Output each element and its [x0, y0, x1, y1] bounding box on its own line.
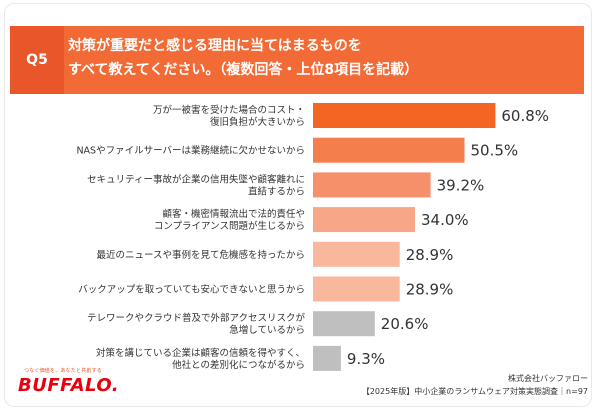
bar-4 [313, 207, 415, 233]
question-header: Q5 対策が重要だと感じる理由に当てはまるものを すべて教えてください。（複数回… [10, 26, 584, 94]
question-title: 対策が重要だと感じる理由に当てはまるものを すべて教えてください。（複数回答・上… [68, 38, 419, 78]
category-label-6: バックアップを取っていても安心できないと思うから [78, 284, 305, 296]
value-label-8: 9.3% [347, 350, 385, 368]
source-company: 株式会社バッファロー [508, 374, 588, 383]
value-label-2: 50.5% [471, 142, 519, 160]
bar-1 [313, 103, 496, 128]
category-label-2: NASやファイルサーバーは業務継続に欠かせないから [76, 145, 305, 157]
bar-5 [313, 241, 400, 267]
value-label-5: 28.9% [406, 246, 454, 264]
question-badge: Q5 [10, 26, 64, 94]
source-survey: 【2025年版】中小企業のランサムウェア対策実態調査｜n=97 [361, 387, 588, 396]
category-label-8: 対策を講じている企業は顧客の信頼を得やすく、他社との差別化につながるから [96, 347, 305, 371]
bar-7 [313, 311, 375, 337]
brand-area: つなぐ価値を、あなたと共創する BUFFALO. [18, 367, 119, 396]
category-label-4: 顧客・機密情報流出で法的責任やコンプライアンス問題が生じるから [154, 208, 305, 232]
value-label-7: 20.6% [381, 315, 429, 333]
value-label-6: 28.9% [406, 281, 454, 299]
source-note: 株式会社バッファロー 【2025年版】中小企業のランサムウェア対策実態調査｜n=… [362, 372, 588, 398]
bar-3 [313, 172, 431, 198]
category-label-5: 最近のニュースや事例を見て危機感を持ったから [96, 249, 305, 261]
brand-tagline: つなぐ価値を、あなたと共創する [24, 368, 103, 374]
category-label-3: セキュリティー事故が企業の信用失墜や顧客離れに直結するから [87, 173, 305, 197]
bar-8 [313, 345, 341, 371]
category-label-7: テレワークやクラウド普及で外部アクセスリスクが急増しているから [87, 312, 306, 336]
value-label-4: 34.0% [421, 211, 469, 229]
category-label-1: 万が一被害を受けた場合のコスト・復旧負担が大きいから [153, 104, 305, 128]
value-label-1: 60.8% [501, 107, 549, 125]
bar-2 [313, 137, 465, 163]
value-label-3: 39.2% [437, 176, 485, 194]
buffalo-logo: BUFFALO. [18, 375, 120, 396]
bar-6 [313, 276, 400, 302]
card-frame [4, 3, 592, 407]
